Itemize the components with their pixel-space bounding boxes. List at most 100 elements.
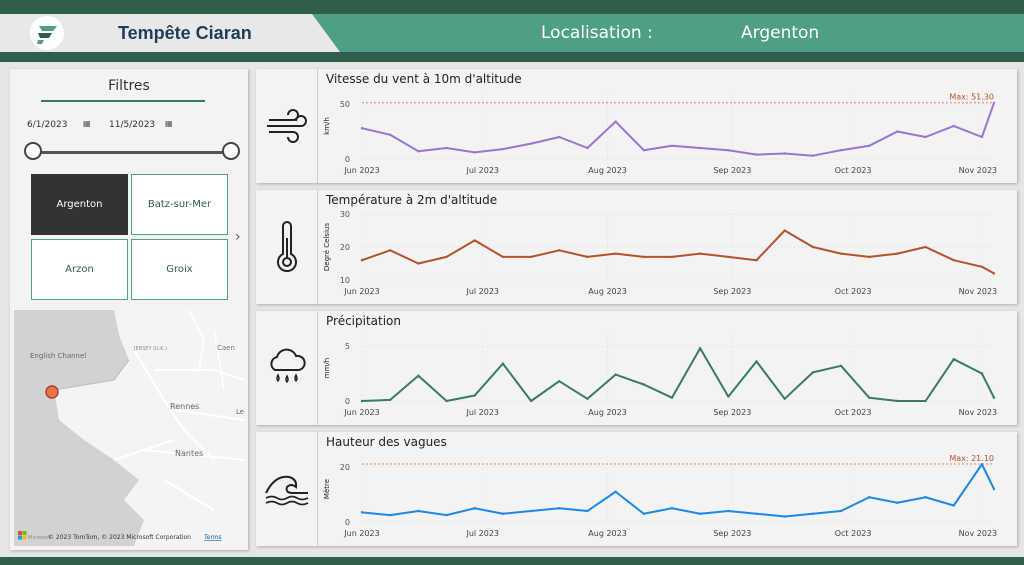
data-point — [388, 133, 392, 136]
tile-argenton[interactable]: Argenton — [31, 174, 128, 235]
data-point — [896, 130, 899, 133]
x-tick-label: Jun 2023 — [343, 166, 379, 175]
data-point — [670, 507, 674, 510]
data-point — [445, 513, 448, 517]
data-point — [360, 127, 364, 130]
data-point — [839, 149, 843, 152]
data-point — [445, 399, 448, 403]
slider-start-handle[interactable] — [24, 142, 42, 160]
map-brand: Microsoft — [28, 535, 51, 541]
data-point — [642, 512, 645, 515]
precipitation-card: Précipitation mm/h 0 5 Jun 2023 Jul 2023 Aug … — [256, 311, 1017, 425]
data-point — [924, 399, 927, 403]
data-point — [529, 142, 533, 145]
data-point — [558, 135, 561, 139]
data-point — [670, 144, 674, 147]
precipitation-icon-box — [256, 311, 318, 425]
y-tick-label: 30 — [340, 210, 350, 219]
data-point — [473, 507, 476, 510]
y-axis-label: km/h — [323, 117, 331, 135]
chart-title: Vitesse du vent à 10m d'altitude — [326, 72, 522, 86]
start-date-input[interactable]: 6/1/2023 — [27, 120, 68, 130]
wind-chart: km/h 0 50 Jun 2023 Jul 2023 Aug 2023 Sep 2023 O… — [323, 93, 998, 175]
data-point — [360, 511, 364, 514]
y-axis-label: Degré Celsius — [323, 223, 331, 272]
data-point — [614, 490, 617, 493]
data-point — [755, 512, 758, 515]
data-point — [992, 487, 996, 491]
chart-title: Température à 2m d'altitude — [326, 193, 498, 207]
x-tick-label: Oct 2023 — [835, 529, 872, 538]
tile-groix[interactable]: Groix — [131, 239, 228, 300]
data-point — [360, 259, 364, 262]
data-point — [727, 509, 730, 513]
tile-batz-sur-mer[interactable]: Batz-sur-Mer — [131, 174, 228, 235]
data-point — [417, 374, 420, 377]
data-point — [992, 272, 996, 275]
data-point — [501, 362, 505, 365]
data-point — [783, 152, 786, 155]
data-point — [445, 255, 448, 259]
y-tick-label: 10 — [340, 276, 350, 285]
end-date-input[interactable]: 11/5/2023 — [109, 120, 156, 130]
data-point — [952, 124, 955, 128]
data-point — [868, 496, 871, 499]
data-point — [727, 255, 730, 259]
max-label: Max: 21.10 — [949, 454, 994, 463]
calendar-icon[interactable]: ▦ — [83, 119, 91, 128]
data-point — [896, 252, 899, 255]
data-point — [924, 245, 927, 249]
data-point — [952, 358, 955, 361]
y-tick-label: 0 — [345, 518, 350, 527]
x-tick-label: Oct 2023 — [835, 287, 872, 296]
data-point — [586, 146, 589, 150]
wind-card: Vitesse du vent à 10m d'altitude km/h 0 50… — [256, 69, 1017, 183]
data-point — [980, 135, 984, 139]
data-point — [698, 146, 702, 150]
data-point — [529, 255, 533, 259]
bottom-bar — [0, 557, 1024, 565]
x-tick-label: Sep 2023 — [713, 529, 751, 538]
x-tick-label: Jul 2023 — [465, 408, 499, 417]
data-point — [614, 120, 617, 123]
y-tick-label: 0 — [345, 155, 350, 164]
data-point — [642, 383, 645, 386]
x-tick-label: Nov 2023 — [959, 287, 998, 296]
calendar-icon[interactable]: ▦ — [165, 119, 173, 128]
data-point — [811, 154, 815, 157]
date-range-slider[interactable] — [33, 151, 233, 154]
waves-card: Hauteur des vagues Mètre 0 20 Jun 2023 Jul 2… — [256, 432, 1017, 546]
x-tick-label: Sep 2023 — [713, 408, 751, 417]
x-tick-label: Nov 2023 — [959, 408, 998, 417]
x-tick-label: Jun 2023 — [343, 287, 379, 296]
data-point — [473, 151, 476, 154]
data-point — [360, 399, 364, 403]
y-axis-label: Mètre — [323, 479, 331, 499]
chart-title: Hauteur des vagues — [326, 435, 447, 449]
data-point — [896, 399, 899, 403]
data-point — [839, 509, 843, 513]
precipitation-chart: mm/h 0 5 Jun 2023 Jul 2023 Aug 2023 Sep 2023 Oc… — [323, 335, 998, 417]
data-point — [501, 147, 505, 151]
location-map[interactable]: English Channel JERSEY (U.K.) Caen Renne… — [14, 310, 245, 546]
slider-end-handle[interactable] — [222, 142, 240, 160]
tile-arzon[interactable]: Arzon — [31, 239, 128, 300]
map-attribution: © 2023 TomTom, © 2023 Microsoft Corporat… — [48, 534, 191, 541]
temperature-card: Température à 2m d'altitude Degré Celsiu… — [256, 190, 1017, 304]
top-bar — [0, 0, 1024, 14]
data-point — [896, 501, 899, 504]
max-label: Max: 51.30 — [949, 93, 994, 102]
y-tick-label: 0 — [345, 397, 350, 406]
app-logo-icon — [30, 16, 64, 50]
location-value: Argenton — [741, 23, 820, 43]
map-terms-link[interactable]: Terms — [203, 534, 222, 541]
x-tick-label: Nov 2023 — [959, 166, 998, 175]
data-point — [783, 397, 786, 400]
x-tick-label: Jul 2023 — [465, 166, 499, 175]
chevron-right-icon[interactable]: › — [235, 229, 241, 245]
filter-panel: Filtres 6/1/2023 ▦ 11/5/2023 ▦ Argenton … — [10, 69, 248, 550]
data-point — [417, 150, 420, 153]
x-tick-label: Oct 2023 — [835, 408, 872, 417]
data-point — [417, 509, 420, 513]
data-point — [992, 396, 996, 399]
